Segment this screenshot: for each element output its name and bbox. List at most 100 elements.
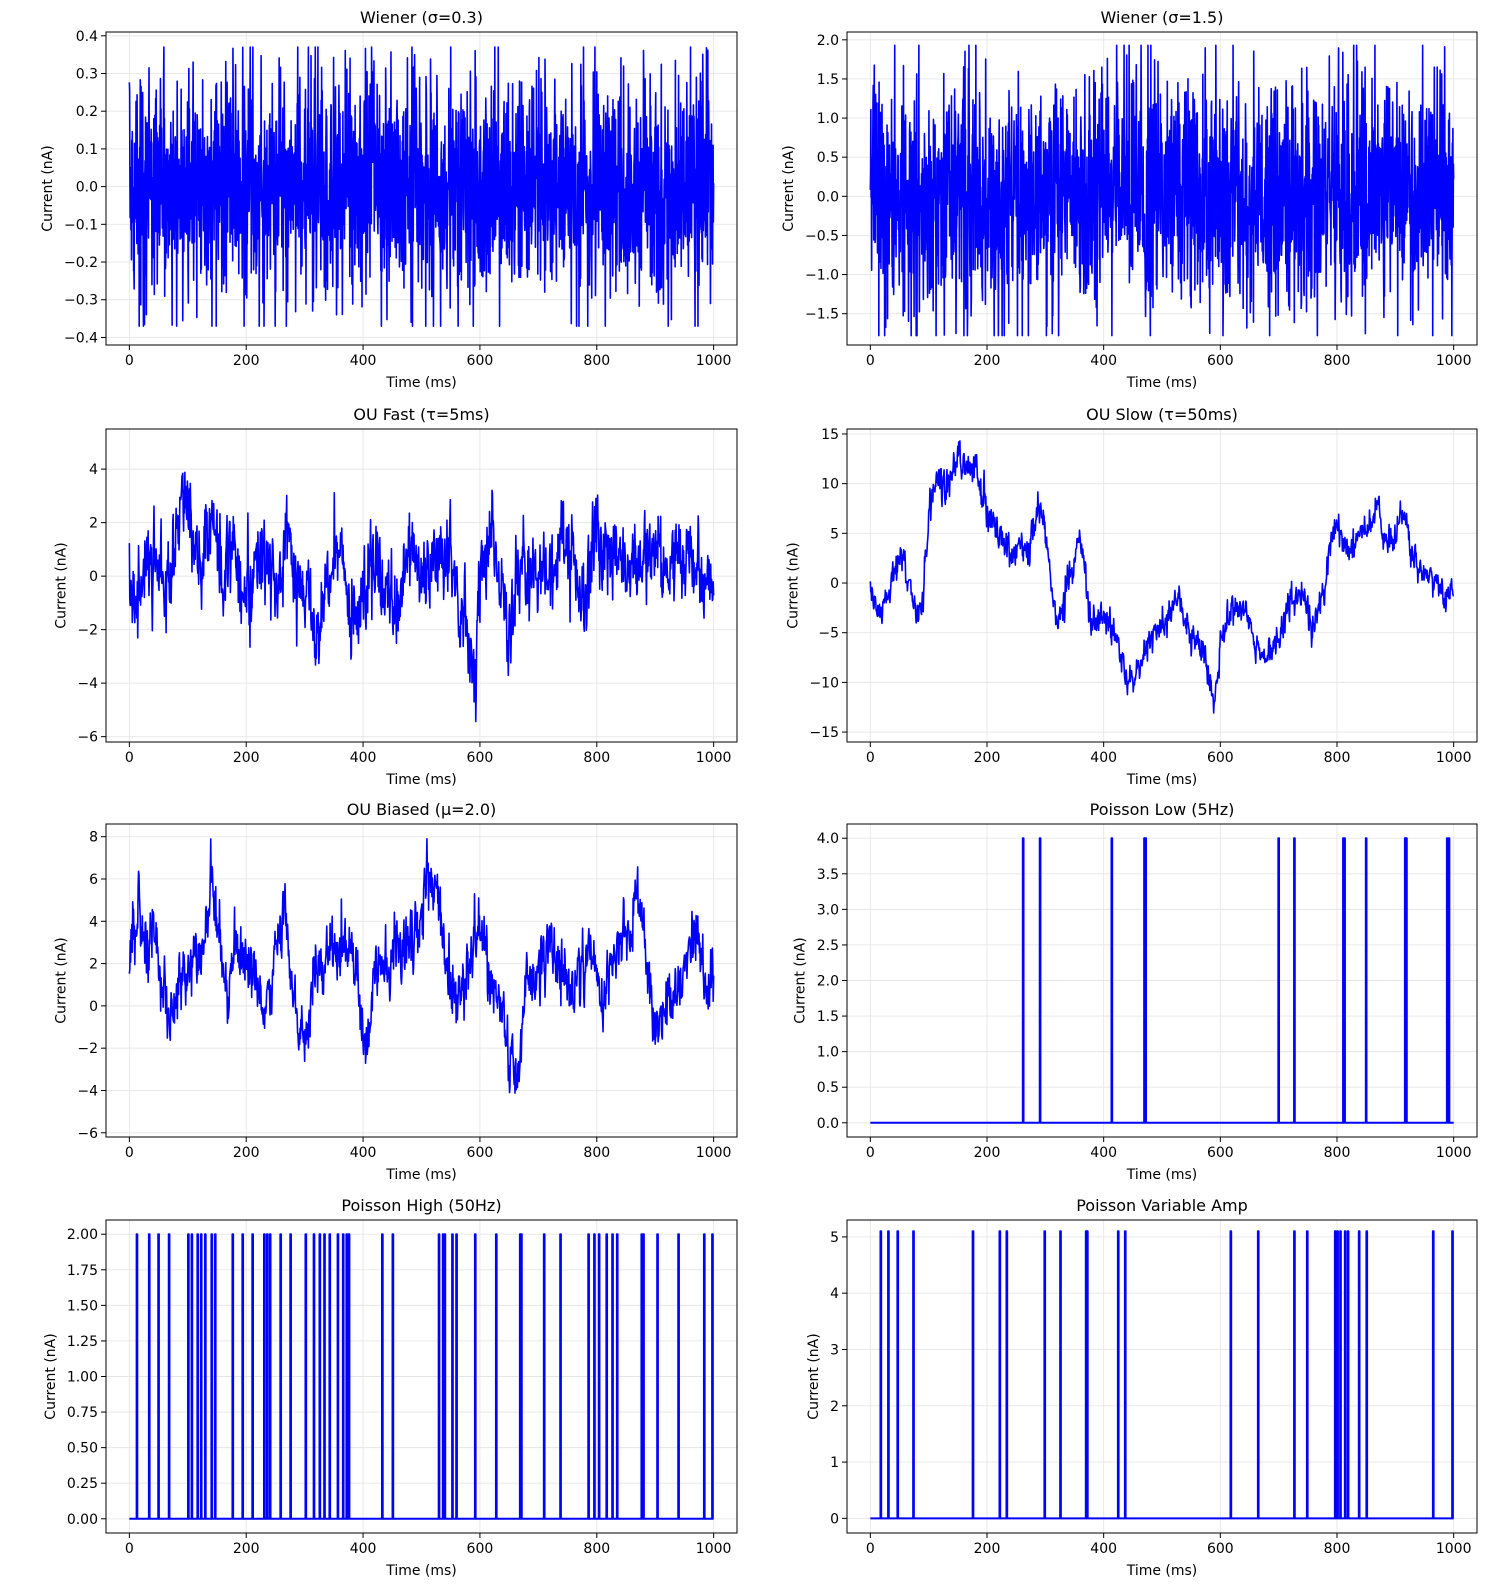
x-tick-label: 600 — [467, 353, 494, 369]
x-tick-label: 800 — [1324, 1145, 1351, 1161]
x-tick-label: 200 — [233, 750, 260, 766]
x-tick-label: 400 — [350, 1145, 377, 1161]
y-tick-label: −0.3 — [64, 293, 98, 309]
y-tick-label: −6 — [77, 730, 98, 746]
x-tick-label: 800 — [583, 1541, 610, 1557]
y-tick-label: −5 — [818, 626, 839, 642]
chart-title: Wiener (σ=1.5) — [1101, 8, 1224, 27]
series-line — [128, 46, 715, 327]
x-tick-label: 800 — [583, 353, 610, 369]
y-tick-label: 5 — [830, 526, 839, 542]
y-tick-label: 2 — [830, 1399, 839, 1415]
axes-frame — [105, 428, 738, 743]
x-tick-label: 0 — [125, 750, 134, 766]
subplot-7: 0 200 400 600 800 1000 0.00 0.25 0.50 0.75 1.00 1.2… — [43, 1196, 738, 1579]
x-tick-label: 200 — [974, 353, 1001, 369]
y-axis: −6 −4 −2 0 2 4 — [77, 462, 106, 746]
x-tick-label: 800 — [1324, 750, 1351, 766]
x-tick-label: 1000 — [1436, 353, 1472, 369]
y-tick-label: 0.0 — [817, 189, 839, 205]
y-tick-label: −4 — [77, 1083, 98, 1099]
x-tick-label: 600 — [467, 1145, 494, 1161]
y-tick-label: 5 — [830, 1230, 839, 1246]
subplot-4: 0 200 400 600 800 1000 −15 −10 −5 0 5 10 15 OU Slow (… — [785, 405, 1478, 788]
axes-frame — [846, 31, 1478, 346]
x-tick-label: 600 — [467, 1541, 494, 1557]
x-axis-label: Time (ms) — [1126, 1563, 1198, 1579]
y-axis-label: Current (nA) — [781, 145, 797, 231]
y-axis: 0.00 0.25 0.50 0.75 1.00 1.25 1.50 1.75 2.00 — [67, 1227, 106, 1528]
x-tick-label: 600 — [1207, 1145, 1234, 1161]
y-tick-label: 2.00 — [67, 1227, 98, 1243]
y-axis: 0 1 2 3 4 5 — [830, 1230, 847, 1527]
data-series — [128, 471, 715, 723]
x-tick-label: 200 — [974, 1541, 1001, 1557]
axes-frame — [105, 31, 738, 346]
chart-title: Poisson Variable Amp — [1076, 1196, 1248, 1215]
y-tick-label: −2 — [77, 623, 98, 639]
y-tick-label: 1.75 — [67, 1263, 98, 1279]
data-series — [128, 46, 715, 327]
y-tick-label: 1.0 — [817, 111, 839, 127]
y-tick-label: −0.5 — [805, 228, 839, 244]
chart-title: OU Slow (τ=50ms) — [1086, 405, 1238, 424]
x-tick-label: 600 — [1207, 353, 1234, 369]
x-axis-label: Time (ms) — [1126, 772, 1198, 788]
x-tick-label: 0 — [125, 353, 134, 369]
series-line — [129, 1233, 714, 1520]
subplot-5: 0 200 400 600 800 1000 −6 −4 −2 0 2 4 6 8 OU Biased (μ… — [53, 800, 738, 1183]
y-tick-label: −2 — [77, 1041, 98, 1057]
y-tick-label: 0.25 — [67, 1476, 98, 1492]
y-tick-label: 4.0 — [817, 831, 839, 847]
subplot-8: 0 200 400 600 800 1000 0 1 2 3 4 5 Poisson Variable … — [806, 1196, 1478, 1579]
x-axis-label: Time (ms) — [385, 772, 457, 788]
y-tick-label: 0.4 — [76, 29, 98, 45]
y-tick-label: 0.5 — [817, 150, 839, 166]
x-tick-label: 400 — [1090, 1541, 1117, 1557]
y-tick-label: −0.1 — [64, 217, 98, 233]
y-tick-label: 4 — [830, 1286, 839, 1302]
y-tick-label: 1 — [830, 1455, 839, 1471]
y-tick-label: −4 — [77, 676, 98, 692]
y-tick-label: 2.0 — [817, 33, 839, 49]
y-tick-label: 0.50 — [67, 1441, 98, 1457]
x-tick-label: 0 — [866, 1145, 875, 1161]
y-tick-label: 0 — [830, 576, 839, 592]
series-line — [869, 440, 1455, 714]
x-tick-label: 200 — [233, 1541, 260, 1557]
y-axis: −6 −4 −2 0 2 4 6 8 — [77, 830, 106, 1142]
grid — [847, 429, 1477, 742]
y-axis-label: Current (nA) — [785, 542, 801, 628]
y-tick-label: −15 — [809, 725, 839, 741]
y-axis: −1.5 −1.0 −0.5 0.0 0.5 1.0 1.5 2.0 — [805, 33, 847, 323]
x-tick-label: 400 — [350, 353, 377, 369]
y-tick-label: 1.0 — [817, 1045, 839, 1061]
y-tick-label: 4 — [89, 462, 98, 478]
axes-frame — [846, 428, 1478, 743]
x-axis: 0 200 400 600 800 1000 — [125, 1533, 731, 1557]
x-tick-label: 600 — [1207, 750, 1234, 766]
x-tick-label: 0 — [866, 750, 875, 766]
x-axis: 0 200 400 600 800 1000 — [866, 1137, 1472, 1161]
x-tick-label: 1000 — [696, 1145, 732, 1161]
x-tick-label: 800 — [583, 750, 610, 766]
y-axis-label: Current (nA) — [43, 1333, 59, 1419]
y-tick-label: 2 — [89, 516, 98, 532]
x-axis-label: Time (ms) — [385, 375, 457, 391]
y-tick-label: 0.0 — [76, 180, 98, 196]
data-series — [869, 44, 1455, 337]
y-axis: 0.0 0.5 1.0 1.5 2.0 2.5 3.0 3.5 4.0 — [817, 831, 847, 1132]
x-tick-label: 800 — [583, 1145, 610, 1161]
x-tick-label: 1000 — [1436, 1145, 1472, 1161]
x-tick-label: 200 — [233, 353, 260, 369]
grid — [106, 824, 737, 1137]
subplot-3: 0 200 400 600 800 1000 −6 −4 −2 0 2 4 OU Fast (τ=5ms… — [53, 405, 738, 788]
data-series — [128, 838, 715, 1094]
x-axis: 0 200 400 600 800 1000 — [125, 742, 731, 766]
x-tick-label: 600 — [1207, 1541, 1234, 1557]
x-axis-label: Time (ms) — [1126, 375, 1198, 391]
grid — [847, 824, 1477, 1137]
x-tick-label: 400 — [1090, 1145, 1117, 1161]
